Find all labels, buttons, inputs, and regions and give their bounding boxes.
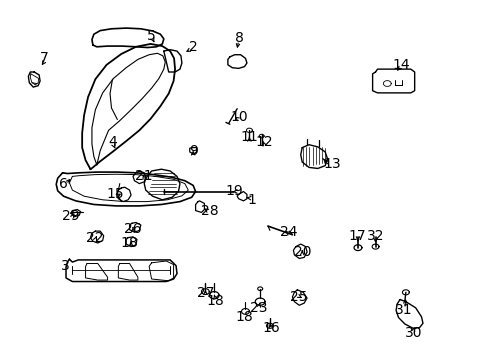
Text: 13: 13	[323, 157, 341, 171]
Text: 10: 10	[230, 110, 248, 124]
Text: 28: 28	[201, 204, 219, 217]
Text: 32: 32	[366, 229, 384, 243]
Text: 29: 29	[62, 209, 80, 223]
Text: 21: 21	[135, 170, 153, 183]
Text: 17: 17	[347, 229, 365, 243]
Text: 9: 9	[188, 144, 197, 158]
Text: 31: 31	[394, 303, 411, 316]
Text: 22: 22	[85, 231, 103, 244]
Text: 2: 2	[188, 40, 197, 54]
Text: 6: 6	[59, 177, 68, 190]
Text: 4: 4	[108, 135, 117, 149]
Text: 30: 30	[404, 326, 421, 340]
Text: 15: 15	[106, 188, 123, 201]
Text: 18: 18	[206, 294, 224, 307]
Text: 12: 12	[255, 135, 272, 149]
Text: 7: 7	[40, 51, 48, 64]
Text: 11: 11	[240, 130, 258, 144]
Text: 18: 18	[235, 310, 253, 324]
Text: 20: 20	[294, 245, 311, 259]
Text: 5: 5	[147, 29, 156, 43]
Text: 27: 27	[196, 287, 214, 300]
Text: 25: 25	[289, 290, 306, 304]
Text: 24: 24	[279, 225, 297, 239]
Text: 26: 26	[124, 222, 142, 235]
Text: 1: 1	[247, 193, 256, 207]
Text: 8: 8	[235, 31, 244, 45]
Text: 3: 3	[61, 260, 69, 273]
Text: 18: 18	[121, 236, 138, 250]
Text: 16: 16	[262, 321, 280, 334]
Text: 23: 23	[250, 301, 267, 315]
Text: 14: 14	[391, 58, 409, 72]
Text: 19: 19	[225, 184, 243, 198]
